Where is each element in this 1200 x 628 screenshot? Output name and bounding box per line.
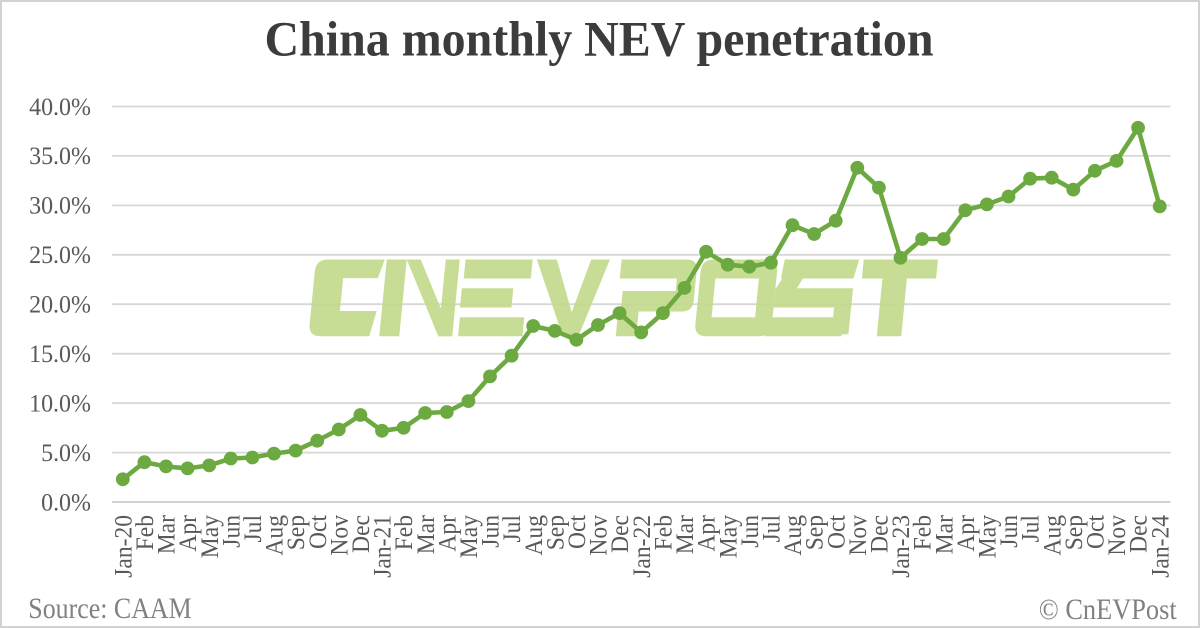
svg-text:Nov: Nov — [1104, 514, 1131, 555]
svg-text:Sep: Sep — [542, 515, 569, 550]
svg-text:Oct: Oct — [1083, 515, 1110, 549]
svg-text:Dec: Dec — [867, 515, 894, 553]
svg-text:Feb: Feb — [910, 515, 937, 550]
svg-text:0.0%: 0.0% — [41, 487, 91, 516]
svg-text:China monthly NEV penetration: China monthly NEV penetration — [265, 11, 934, 67]
svg-text:Nov: Nov — [845, 514, 872, 555]
svg-text:Nov: Nov — [326, 514, 353, 555]
svg-text:Nov: Nov — [586, 514, 613, 555]
svg-text:Feb: Feb — [391, 515, 418, 550]
svg-text:Jun: Jun — [218, 514, 245, 547]
svg-text:Jul: Jul — [1018, 515, 1045, 543]
svg-text:Feb: Feb — [651, 515, 678, 550]
svg-text:Jul: Jul — [499, 515, 526, 543]
svg-text:Dec: Dec — [348, 515, 375, 553]
svg-text:Jan-23: Jan-23 — [888, 515, 915, 578]
svg-text:25.0%: 25.0% — [29, 240, 91, 269]
svg-text:Sep: Sep — [802, 515, 829, 550]
svg-text:Dec: Dec — [1126, 515, 1153, 553]
svg-text:Jun: Jun — [996, 514, 1023, 547]
svg-text:Aug: Aug — [521, 515, 548, 556]
svg-text:10.0%: 10.0% — [29, 388, 91, 417]
svg-text:Mar: Mar — [154, 514, 181, 554]
svg-text:Jan-24: Jan-24 — [1147, 514, 1174, 577]
svg-text:Apr: Apr — [175, 514, 202, 551]
svg-text:Aug: Aug — [262, 515, 289, 556]
svg-text:Jan-22: Jan-22 — [629, 515, 656, 578]
svg-text:Jun: Jun — [478, 514, 505, 547]
svg-text:Mar: Mar — [413, 514, 440, 554]
svg-text:May: May — [975, 514, 1002, 558]
svg-text:Oct: Oct — [823, 515, 850, 549]
svg-text:May: May — [715, 514, 742, 558]
svg-text:Oct: Oct — [564, 515, 591, 549]
svg-text:Jul: Jul — [759, 515, 786, 543]
svg-text:© CnEVPost: © CnEVPost — [1039, 594, 1178, 626]
svg-text:5.0%: 5.0% — [41, 438, 91, 467]
svg-text:Jan-21: Jan-21 — [370, 515, 397, 578]
svg-text:Aug: Aug — [780, 515, 807, 556]
svg-text:15.0%: 15.0% — [29, 339, 91, 368]
svg-text:Jan-20: Jan-20 — [110, 515, 137, 578]
svg-text:Source: CAAM: Source: CAAM — [28, 593, 191, 625]
svg-text:May: May — [456, 514, 483, 558]
svg-text:Dec: Dec — [607, 515, 634, 553]
svg-text:Apr: Apr — [694, 514, 721, 551]
svg-text:Oct: Oct — [305, 515, 332, 549]
svg-text:Sep: Sep — [1061, 515, 1088, 550]
svg-text:Jun: Jun — [737, 514, 764, 547]
svg-text:Feb: Feb — [132, 515, 159, 550]
svg-text:Mar: Mar — [672, 514, 699, 554]
svg-text:Mar: Mar — [931, 514, 958, 554]
svg-text:30.0%: 30.0% — [29, 191, 91, 220]
svg-text:35.0%: 35.0% — [29, 141, 91, 170]
svg-text:20.0%: 20.0% — [29, 290, 91, 319]
svg-text:May: May — [197, 514, 224, 558]
svg-text:Sep: Sep — [283, 515, 310, 550]
svg-text:Aug: Aug — [1039, 515, 1066, 556]
svg-text:Apr: Apr — [953, 514, 980, 551]
svg-text:Apr: Apr — [434, 514, 461, 551]
svg-text:40.0%: 40.0% — [29, 92, 91, 121]
svg-text:Jul: Jul — [240, 515, 267, 543]
